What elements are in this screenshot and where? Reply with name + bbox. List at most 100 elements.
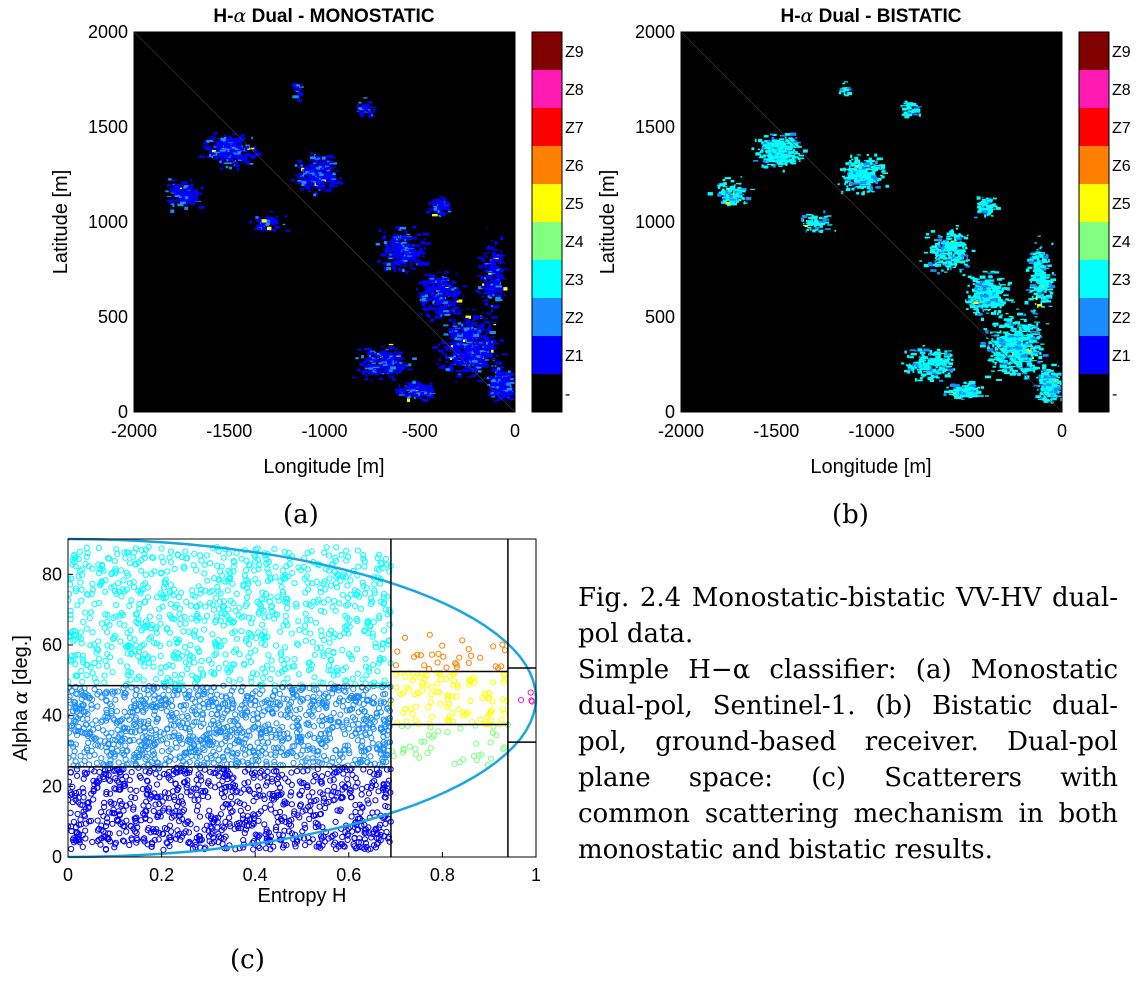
a-map-pixel-1057: [462, 295, 465, 297]
b-map-pixel-622: [738, 193, 745, 196]
b-map-pixel-2113: [818, 220, 822, 223]
b-map-pixel-1421: [999, 363, 1002, 366]
b-map-pixel-848: [934, 260, 937, 263]
b-map-pixel-1002: [982, 300, 986, 304]
a-map-pixel-1344: [450, 362, 454, 366]
a-map-pixel-1132: [421, 280, 427, 284]
b-map-pixel-1823: [1027, 258, 1034, 262]
b-map-pixel-1039: [975, 297, 980, 301]
b-map-pixel-859: [919, 260, 922, 262]
b-map-pixel-1005: [982, 310, 985, 312]
b-map-pixel-1994: [946, 358, 951, 360]
b-map-pixel-1706: [1039, 262, 1042, 266]
a-map-pixel-1252: [476, 361, 481, 365]
a-map-pixel-254: [213, 137, 216, 140]
b-map-pixel-514: [851, 163, 856, 167]
b-map-pixel-1857: [1033, 263, 1039, 267]
a-map-pixel-501: [327, 161, 334, 164]
b-map-pixel-636: [721, 196, 728, 198]
b-map-pixel-1912: [920, 377, 923, 380]
b-map-pixel-515: [844, 183, 846, 186]
b-map-pixel-1617: [990, 355, 994, 357]
b-map-pixel-910: [999, 306, 1002, 309]
a-map-pixel-411: [313, 179, 317, 183]
b-map-pixel-1087: [977, 313, 983, 316]
b-map-pixel-1842: [1031, 312, 1037, 314]
b-map-pixel-4: [797, 145, 803, 148]
a-colorbar-swatch-Z8: [532, 70, 562, 108]
a-map-pixel-1618: [461, 346, 465, 349]
b-map-pixel-1135: [985, 309, 992, 311]
a-map-pixel-2074: [266, 220, 269, 224]
b-map-pixel-1940: [930, 375, 934, 379]
a-map-pixel-2002: [382, 353, 386, 355]
b-map-pixel-174: [779, 163, 786, 165]
a-map-pixel-100: [251, 136, 254, 140]
b-map-pixel-1969: [917, 379, 923, 382]
a-map-pixel-736: [386, 267, 391, 271]
a-map-pixel-348: [332, 175, 337, 179]
a-map-pixel-1529: [462, 327, 465, 330]
b-map-pixel-1785: [1040, 252, 1044, 256]
a-map-pixel-1833: [484, 275, 489, 277]
a-map-pixel-328: [302, 174, 305, 177]
b-map-pixel-941: [998, 282, 1001, 285]
b-map-pixel-308: [851, 158, 854, 161]
a-map-pixel-1293: [448, 318, 453, 322]
a-map-pixel-229: [233, 161, 238, 165]
panel-b: H-α Dual - BISTATIC -2000 -1500 -1000 -500 0…: [597, 5, 1131, 478]
b-map-pixel-519: [846, 185, 849, 188]
b-map-pixel-1522: [1007, 325, 1014, 328]
a-map-pixel-1419: [485, 332, 489, 335]
a-map-pixel-1107: [427, 308, 435, 311]
b-map-pixel-2216: [977, 205, 982, 209]
a-map-pixel-674: [411, 260, 417, 262]
b-map-pixel-1022: [976, 284, 979, 287]
b-map-pixel-892: [982, 270, 988, 273]
a-map-pixel-470: [320, 185, 326, 188]
b-map-pixel-1059: [1006, 288, 1011, 291]
a-map-pixel-413: [315, 180, 320, 183]
a-map-pixel-1908: [388, 346, 395, 350]
a-map-pixel-899: [429, 306, 433, 309]
a-ytick-label-0: 0: [118, 402, 128, 422]
b-map-pixel-717: [951, 258, 955, 262]
a-map-pixel-714: [401, 249, 406, 251]
b-map-pixel-148: [755, 152, 761, 156]
b-map-pixel-1783: [1040, 288, 1044, 292]
a-map-pixel-63: [232, 155, 239, 158]
b-map-pixel-510: [860, 181, 867, 185]
b-map-pixel-1512: [995, 350, 999, 352]
a-map-pixel-639: [196, 201, 199, 203]
a-map-pixel-2176: [296, 98, 303, 102]
b-map-pixel-1122: [992, 301, 995, 303]
a-map-pixel-1871: [372, 370, 377, 374]
b-map-pixel-1631: [1018, 339, 1021, 342]
a-map-pixel-728: [384, 268, 388, 272]
a-map-pixel-2238: [432, 201, 438, 203]
a-map-pixel-852: [397, 245, 403, 248]
a-map-pixel-1139: [445, 283, 451, 286]
a-map-pixel-2387: [504, 378, 510, 382]
a-map-pixel-1560: [465, 349, 468, 352]
a-map-pixel-1131: [419, 299, 422, 302]
a-map-pixel-2447: [509, 382, 515, 384]
a-map-pixel-1597: [489, 331, 496, 334]
b-map-pixel-1066: [982, 303, 987, 307]
b-map-pixel-1062: [985, 294, 992, 296]
panel-a-title-alpha: α: [233, 5, 246, 27]
a-map-pixel-1386: [475, 342, 479, 344]
b-map-pixel-1137: [983, 298, 990, 301]
a-map-pixel-1206: [447, 345, 454, 347]
a-map-pixel-2103: [265, 223, 269, 225]
b-map-pixel-1569: [1026, 349, 1031, 353]
a-map-pixel-845: [411, 250, 418, 254]
a-map-pixel-1043: [452, 312, 459, 315]
b-map-pixel-1571: [1042, 354, 1049, 357]
b-map-pixel-437: [866, 153, 869, 157]
a-map-pixel-868: [392, 255, 397, 259]
a-map-pixel-1555: [473, 346, 480, 349]
a-map-pixel-1027: [442, 295, 445, 299]
a-map-pixel-1517: [477, 359, 483, 363]
b-map-pixel-1029: [974, 287, 979, 291]
